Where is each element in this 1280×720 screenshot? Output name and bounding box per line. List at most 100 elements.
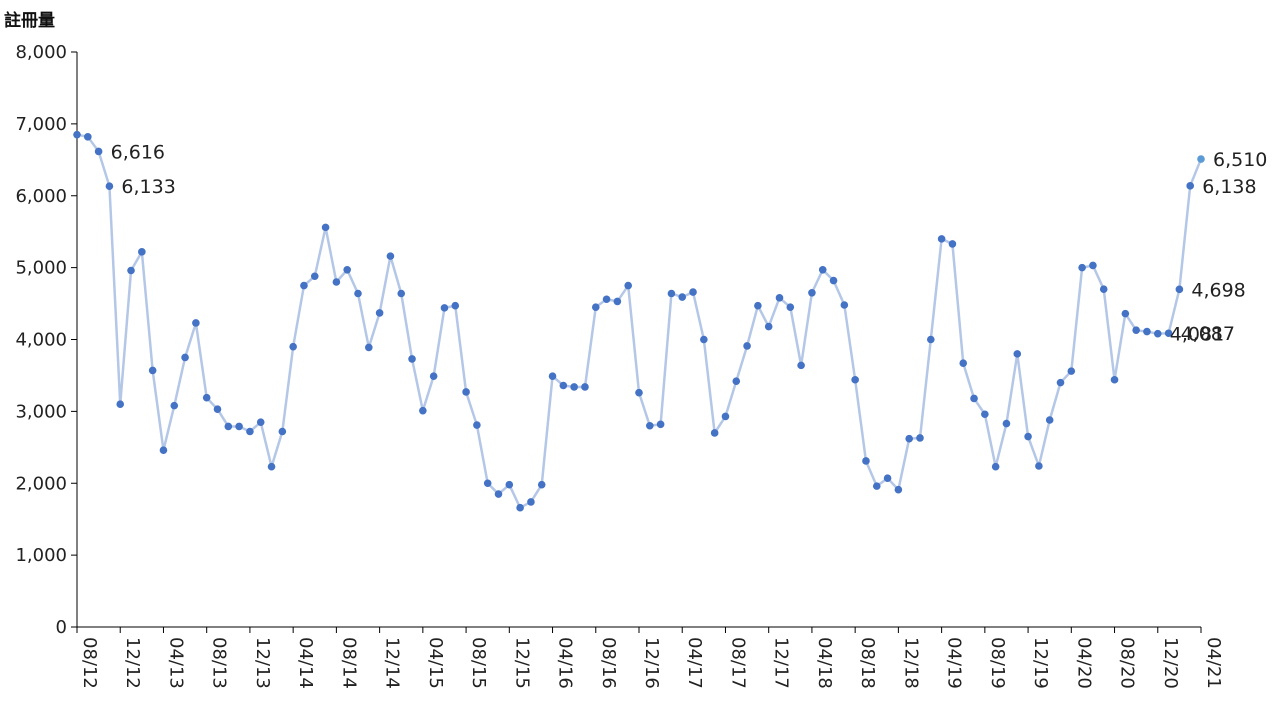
data-point [1078, 263, 1086, 272]
data-point [365, 343, 373, 352]
x-tick-label: 04/17 [684, 637, 705, 689]
x-tick-label: 04/19 [944, 637, 965, 689]
y-tick-label: 6,000 [15, 186, 67, 207]
data-point [332, 278, 341, 286]
x-tick-label: 12/17 [771, 637, 792, 689]
data-point [591, 303, 600, 311]
data-points [73, 130, 1205, 512]
data-point [1132, 326, 1140, 334]
data-point [300, 281, 308, 290]
data-point [267, 462, 276, 471]
data-point [494, 490, 503, 498]
series-line [75, 133, 1203, 509]
data-point [646, 421, 654, 430]
data-label: 4,698 [1191, 279, 1245, 301]
x-tick-label: 12/18 [900, 637, 921, 689]
data-point [343, 265, 351, 274]
data-point [981, 410, 989, 419]
data-point [138, 248, 146, 256]
data-point [483, 479, 492, 488]
x-tick-label: 08/19 [987, 637, 1008, 689]
x-tick-label: 08/15 [468, 637, 489, 689]
data-point [1089, 261, 1097, 270]
data-point [1002, 419, 1011, 428]
y-tick-label: 8,000 [15, 42, 67, 63]
x-tick-label: 08/13 [209, 637, 230, 689]
data-point [905, 434, 913, 443]
x-tick-label: 08/20 [1117, 637, 1138, 689]
data-point [537, 480, 546, 489]
data-point [224, 422, 233, 431]
data-point [1143, 327, 1151, 336]
data-point [678, 293, 687, 301]
data-point [202, 393, 211, 402]
data-point [354, 289, 362, 298]
series-line-layer [75, 133, 1203, 509]
data-point [386, 252, 395, 260]
x-tick-label: 12/12 [122, 637, 143, 689]
data-point [797, 361, 805, 370]
x-tick-label: 08/18 [857, 637, 878, 689]
data-point [937, 235, 946, 243]
data-point [570, 383, 578, 391]
data-point [818, 265, 827, 274]
x-tick-label: 12/19 [1030, 637, 1051, 689]
data-point [1153, 329, 1162, 338]
data-point [710, 429, 719, 437]
y-tick-label: 4,000 [15, 330, 67, 351]
data-label: 6,138 [1202, 176, 1256, 198]
data-point [808, 288, 816, 297]
data-label: 4,087 [1181, 323, 1235, 345]
data-point [527, 498, 535, 506]
data-point [602, 295, 611, 304]
data-label: 6,510 [1213, 149, 1267, 171]
y-tick-label: 1,000 [15, 545, 67, 566]
data-point [548, 372, 557, 380]
x-tick-label: 04/16 [555, 637, 576, 689]
data-point [321, 223, 330, 232]
x-tick-label: 04/13 [165, 637, 186, 689]
data-point [883, 474, 892, 483]
data-point [1197, 155, 1205, 163]
data-point [1175, 285, 1184, 294]
y-tick-label: 0 [56, 617, 67, 638]
data-label: 6,133 [121, 176, 175, 198]
data-point [289, 342, 297, 351]
x-tick-label: 08/12 [79, 637, 100, 689]
data-point [1164, 329, 1173, 338]
data-point [235, 422, 243, 431]
data-point [851, 375, 859, 384]
data-point [419, 406, 427, 415]
axes: 0 1,000 2,000 3,000 4,000 5,000 6,000 7,000 8,00… [15, 42, 1224, 689]
data-point [927, 335, 935, 344]
data-point [786, 303, 795, 311]
data-point [959, 359, 968, 368]
data-point [516, 503, 524, 512]
data-point [84, 133, 92, 141]
data-point [127, 266, 135, 275]
data-point [991, 462, 1000, 471]
data-point [1121, 309, 1130, 318]
data-point [1056, 378, 1065, 387]
y-tick-label: 3,000 [15, 401, 67, 422]
data-point [613, 297, 622, 306]
data-point [764, 322, 773, 331]
y-tick-label: 5,000 [15, 258, 67, 279]
data-point [73, 130, 81, 139]
data-point [743, 342, 751, 350]
data-point [559, 381, 568, 390]
data-point [1067, 367, 1076, 375]
data-point [754, 301, 762, 310]
data-point [440, 304, 449, 312]
x-tick-label: 04/18 [814, 637, 835, 689]
data-point [829, 276, 838, 285]
x-tick-label: 12/16 [641, 637, 662, 689]
data-point [916, 434, 924, 442]
x-tick-label: 04/21 [1203, 637, 1224, 689]
data-point [170, 401, 179, 410]
data-point [635, 388, 643, 397]
data-point [429, 372, 438, 380]
data-point [473, 421, 481, 429]
